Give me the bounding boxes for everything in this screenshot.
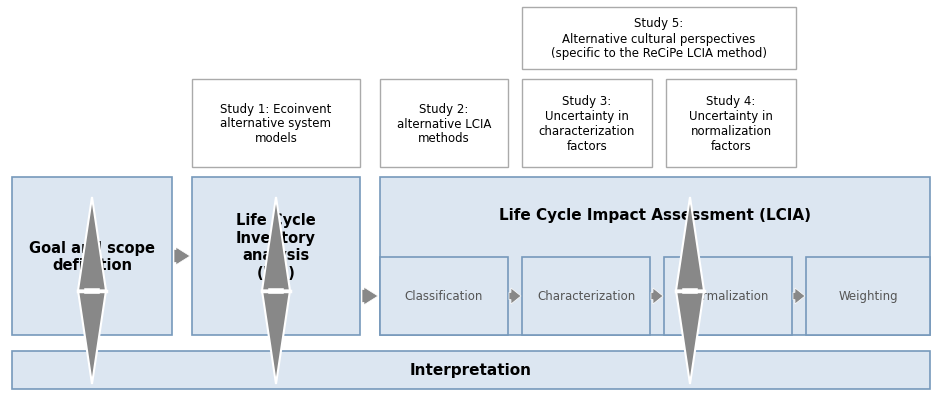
Text: Goal and scope
definition: Goal and scope definition: [29, 240, 155, 273]
Bar: [522, 257, 650, 335]
Text: Weighting: Weighting: [838, 290, 898, 303]
Bar: [664, 257, 792, 335]
Bar: [380, 178, 930, 335]
Polygon shape: [676, 291, 704, 384]
Text: Study 2:
alternative LCIA
methods: Study 2: alternative LCIA methods: [397, 102, 491, 145]
Text: Life Cycle Impact Assessment (LCIA): Life Cycle Impact Assessment (LCIA): [499, 208, 811, 223]
Text: Classification: Classification: [405, 290, 483, 303]
Bar: [192, 80, 360, 168]
Polygon shape: [362, 288, 378, 305]
Bar: [522, 8, 796, 70]
Text: Study 3:
Uncertainty in
characterization
factors: Study 3: Uncertainty in characterization…: [539, 95, 635, 153]
Bar: [380, 257, 508, 335]
Polygon shape: [78, 198, 106, 291]
Polygon shape: [509, 288, 521, 304]
Polygon shape: [78, 291, 106, 384]
Text: Characterization: Characterization: [537, 290, 635, 303]
Polygon shape: [651, 288, 663, 304]
Bar: [522, 80, 652, 168]
Bar: [806, 257, 930, 335]
Text: Normalization: Normalization: [687, 290, 770, 303]
Text: Study 4:
Uncertainty in
normalization
factors: Study 4: Uncertainty in normalization fa…: [689, 95, 773, 153]
Polygon shape: [262, 198, 290, 291]
Bar: [12, 178, 172, 335]
Text: Study 1: Ecoinvent
alternative system
models: Study 1: Ecoinvent alternative system mo…: [220, 102, 332, 145]
Polygon shape: [676, 198, 704, 291]
Polygon shape: [262, 291, 290, 384]
Bar: [192, 178, 360, 335]
Text: Life Cycle
Inventory
analysis
(LCI): Life Cycle Inventory analysis (LCI): [236, 213, 316, 280]
Text: Interpretation: Interpretation: [410, 363, 532, 378]
Bar: [666, 80, 796, 168]
Bar: [380, 80, 508, 168]
Text: Study 5:
Alternative cultural perspectives
(specific to the ReCiPe LCIA method): Study 5: Alternative cultural perspectiv…: [551, 18, 767, 60]
Polygon shape: [174, 247, 190, 265]
Polygon shape: [793, 288, 805, 304]
Bar: [12, 351, 930, 389]
